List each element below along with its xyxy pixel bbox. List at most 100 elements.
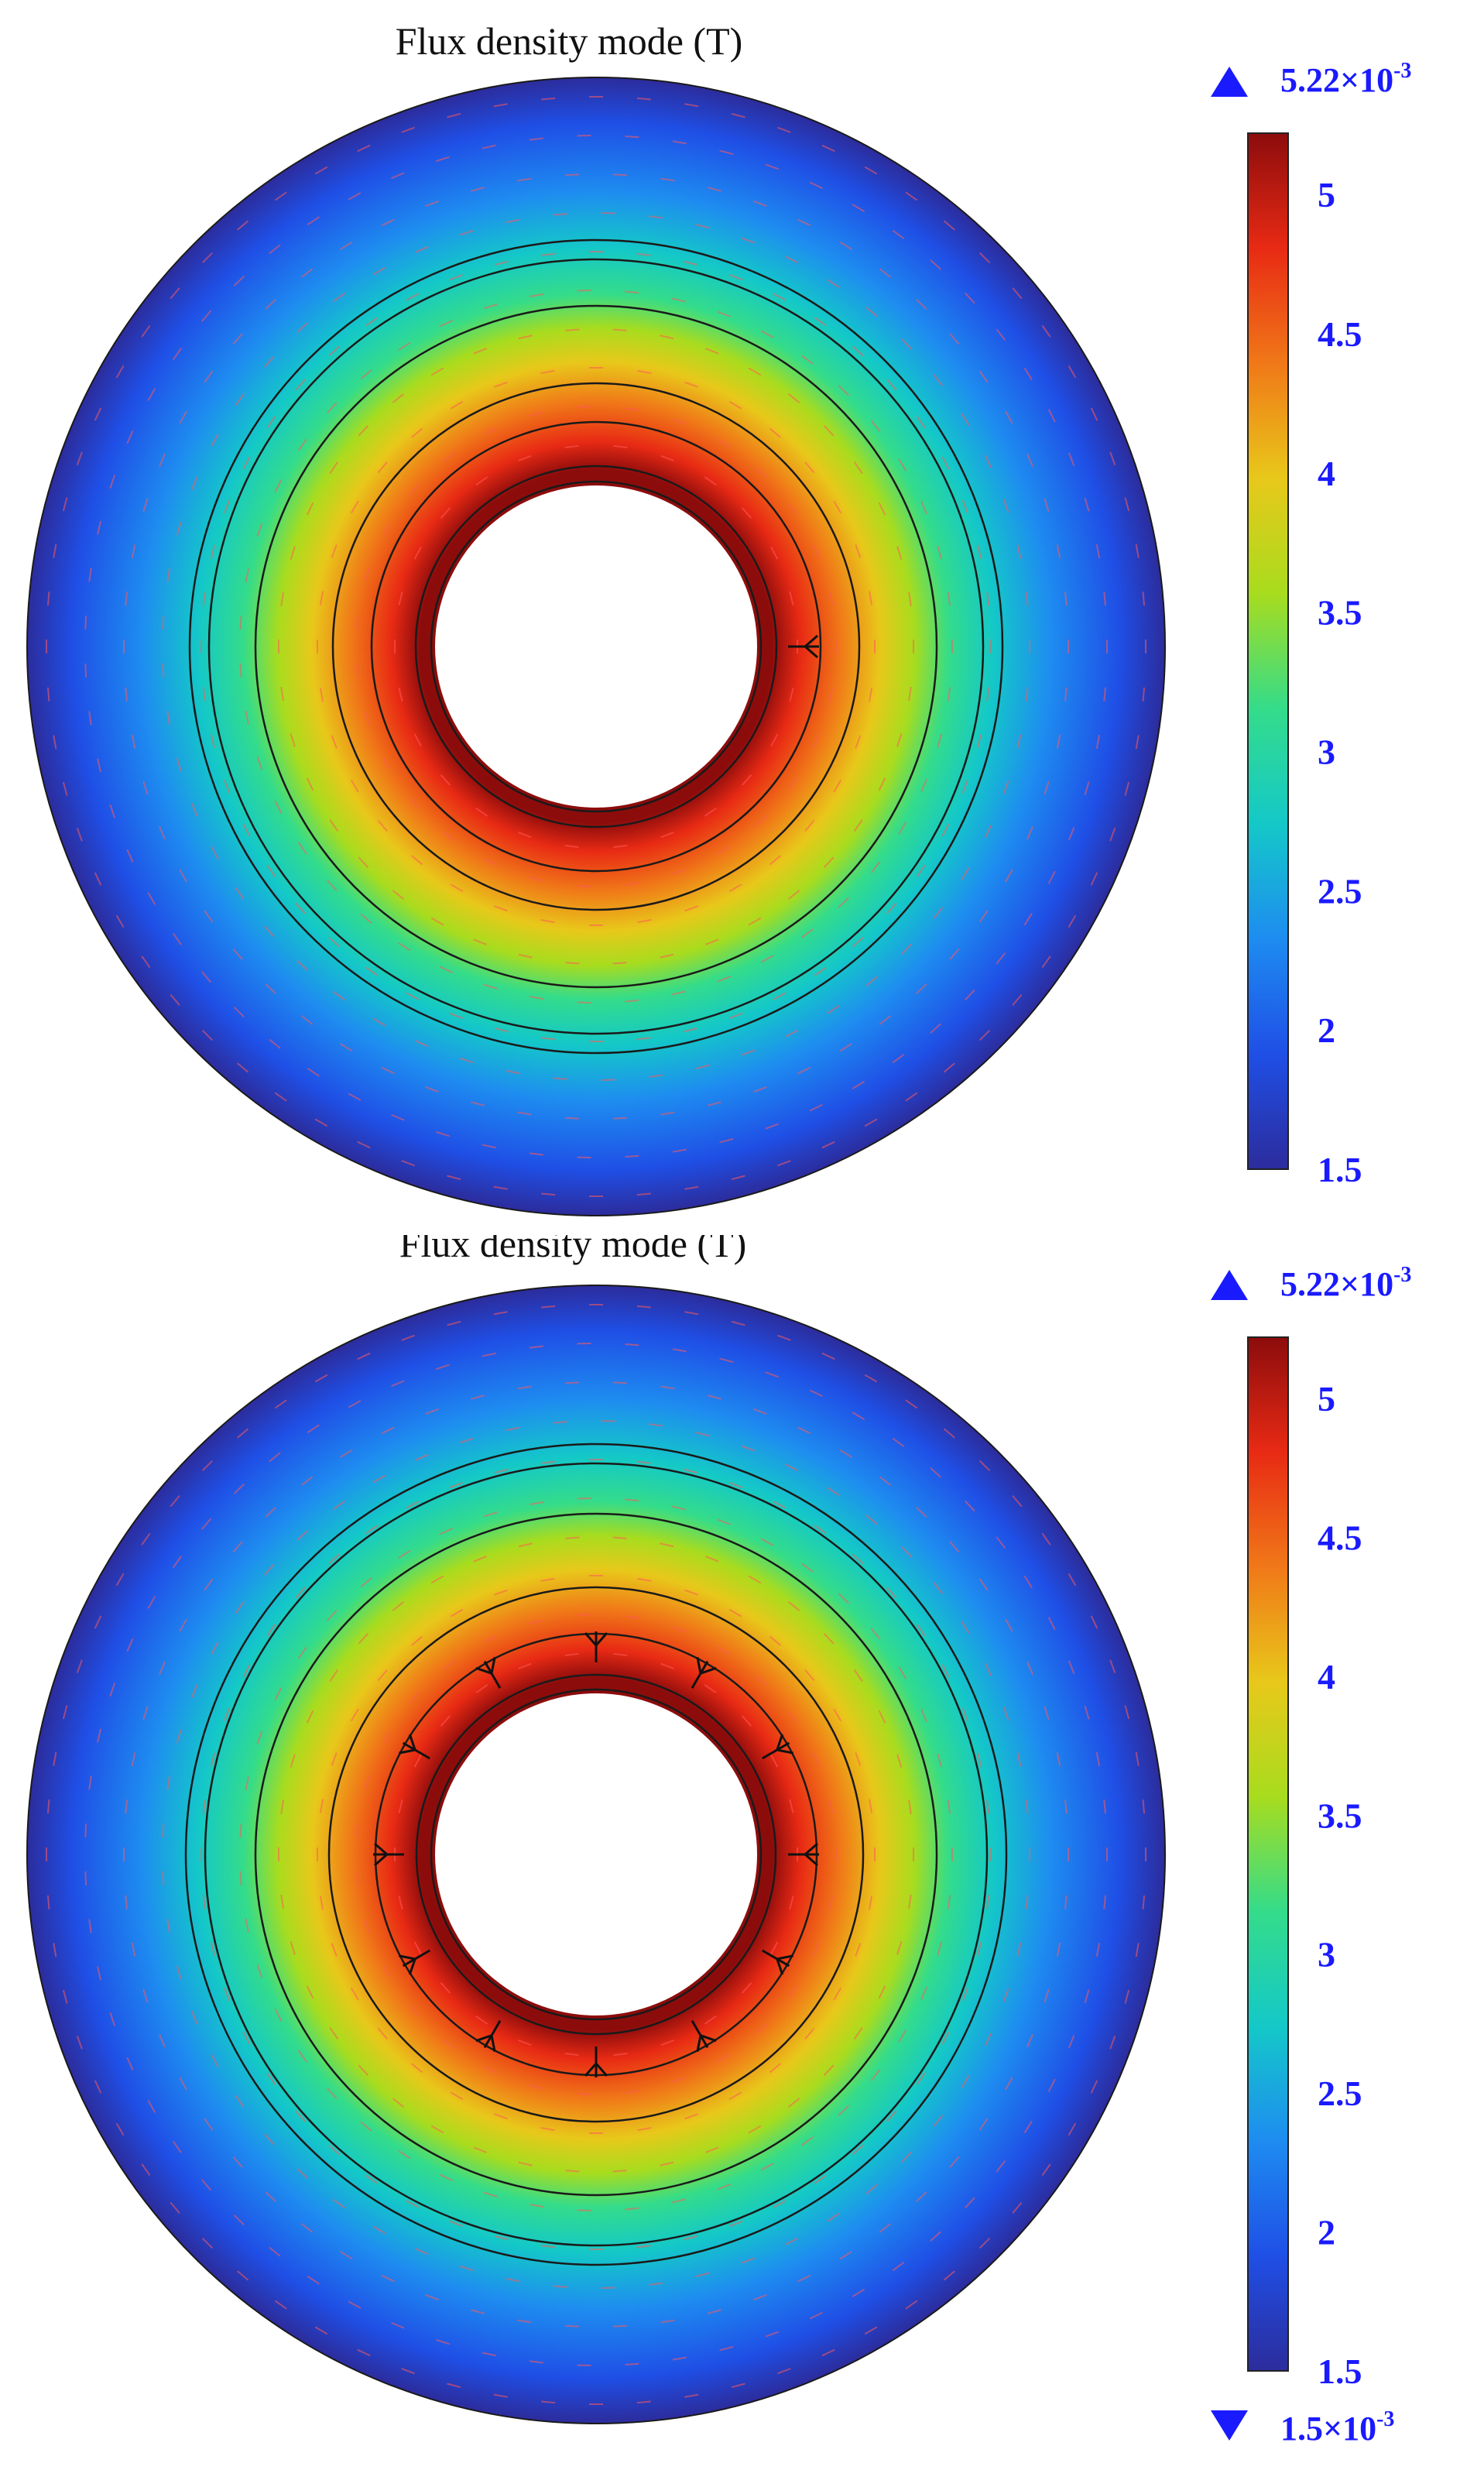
flux-arrow <box>785 256 799 264</box>
flux-arrow <box>439 966 453 973</box>
flux-arrow <box>1064 1895 1068 1909</box>
flux-arrow <box>348 1093 362 1101</box>
flux-arrow <box>797 2274 811 2283</box>
flux-arrow <box>109 2012 116 2026</box>
flux-arrow <box>459 1437 474 1444</box>
flux-arrow <box>804 2027 815 2039</box>
flux-arrow <box>660 1385 675 1390</box>
flux-density-plot-top: Flux density mode (T) 1.5 2 2.5 3 3.5 4 4.5 5 5… <box>26 19 1411 1216</box>
boundary-ring <box>370 420 822 873</box>
flux-arrow <box>364 1919 370 1933</box>
flux-arrow <box>943 1428 955 1439</box>
flux-arrow <box>797 1426 811 1435</box>
flux-arrow <box>864 2326 878 2335</box>
flux-arrow <box>357 2348 371 2357</box>
flux-arrow <box>1103 592 1106 606</box>
flux-arrow <box>660 1542 674 1548</box>
flux-arrow <box>540 1577 555 1583</box>
flux-arrow <box>364 711 370 726</box>
flux-arrow <box>269 2246 281 2257</box>
flux-arrow <box>821 2348 835 2357</box>
boundary-ring <box>430 480 763 813</box>
flux-arrow <box>401 1334 415 1341</box>
colorbar-tick-label: 2 <box>1318 1010 1335 1050</box>
flux-arrow <box>684 905 698 912</box>
flux-arrow <box>297 1646 307 1659</box>
flux-arrow <box>964 2197 975 2209</box>
flux-arrow <box>695 1064 710 1070</box>
flux-arrow <box>896 1940 903 1955</box>
flux-arrow <box>256 756 263 770</box>
flux-arrow <box>411 855 423 866</box>
flux-arrow <box>475 1684 488 1693</box>
flux-arrow <box>381 1426 395 1435</box>
flux-arrow <box>1016 734 1022 749</box>
flux-arrow <box>274 1092 287 1102</box>
flux-arrow <box>864 166 878 175</box>
flux-arrow <box>564 2053 579 2057</box>
flux-arrow <box>770 1754 779 1768</box>
flux-arrow <box>729 2220 743 2227</box>
flux-arrow <box>413 1754 422 1768</box>
flux-arrow <box>436 1364 450 1371</box>
flux-arrow <box>447 112 461 118</box>
flux-arrow <box>530 1501 544 1505</box>
flux-arrow <box>398 1895 403 1910</box>
flux-arrow <box>327 2087 338 2099</box>
flux-arrow <box>827 279 840 288</box>
flux-arrow <box>1041 2163 1051 2177</box>
flux-arrow <box>941 2031 950 2045</box>
flux-arrow <box>1135 1751 1140 1766</box>
flux-arrow <box>204 2118 214 2131</box>
flux-arrow <box>765 1123 780 1130</box>
flux-arrow <box>753 2293 767 2301</box>
flux-arrow <box>977 544 982 559</box>
flux-arrow <box>716 1646 730 1655</box>
flux-arrow <box>202 687 206 702</box>
flux-arrow <box>443 1659 455 1670</box>
flux-arrow <box>852 2145 864 2156</box>
flux-arrow <box>868 1799 873 1813</box>
flux-arrow <box>109 475 116 489</box>
flux-arrow <box>789 1895 794 1910</box>
colorbar-ticks: 1.5 2 2.5 3 3.5 4 4.5 5 <box>1318 1379 1362 2391</box>
flux-arrow <box>901 338 913 350</box>
flux-arrow <box>789 591 794 605</box>
flux-arrow <box>741 2257 756 2264</box>
colorbar-tick-label: 4 <box>1318 1657 1335 1696</box>
flux-arrow <box>996 952 1006 965</box>
flux-arrow <box>235 393 245 406</box>
flux-arrow <box>235 2095 245 2108</box>
flux-arrow <box>821 1141 835 1149</box>
flux-arrow <box>671 1505 686 1511</box>
flux-arrow <box>695 2272 710 2278</box>
flux-arrow <box>296 960 309 971</box>
flux-arrow <box>131 544 136 559</box>
flux-arrow <box>125 1799 129 1814</box>
flux-arrow <box>170 2201 180 2214</box>
flux-arrow <box>541 1192 556 1196</box>
flux-arrow <box>753 1408 767 1415</box>
flux-arrow <box>211 846 219 859</box>
colorbar-tick-label: 4 <box>1318 454 1335 493</box>
flux-arrow <box>84 1823 87 1838</box>
flux-arrow <box>760 330 774 338</box>
flux-arrow <box>717 1518 732 1525</box>
flux-arrow <box>1044 1988 1050 2003</box>
flux-arrow <box>930 1467 941 1478</box>
flux-arrow <box>1016 544 1022 559</box>
flux-arrow <box>787 1601 800 1611</box>
orientation-marker-icon <box>475 2020 502 2052</box>
flux-arrow <box>440 507 451 519</box>
flux-arrow <box>1056 544 1061 559</box>
flux-arrow <box>360 2121 372 2132</box>
domain-boundaries <box>26 1285 1166 2424</box>
flux-arrow <box>517 2319 532 2324</box>
flux-arrow <box>612 1381 627 1384</box>
flux-arrow <box>166 568 171 582</box>
flux-arrow <box>1068 2035 1075 2049</box>
flux-arrow <box>147 2100 156 2113</box>
flux-arrow <box>348 1400 362 1408</box>
flux-arrow <box>828 688 834 702</box>
flux-arrow <box>756 815 767 826</box>
